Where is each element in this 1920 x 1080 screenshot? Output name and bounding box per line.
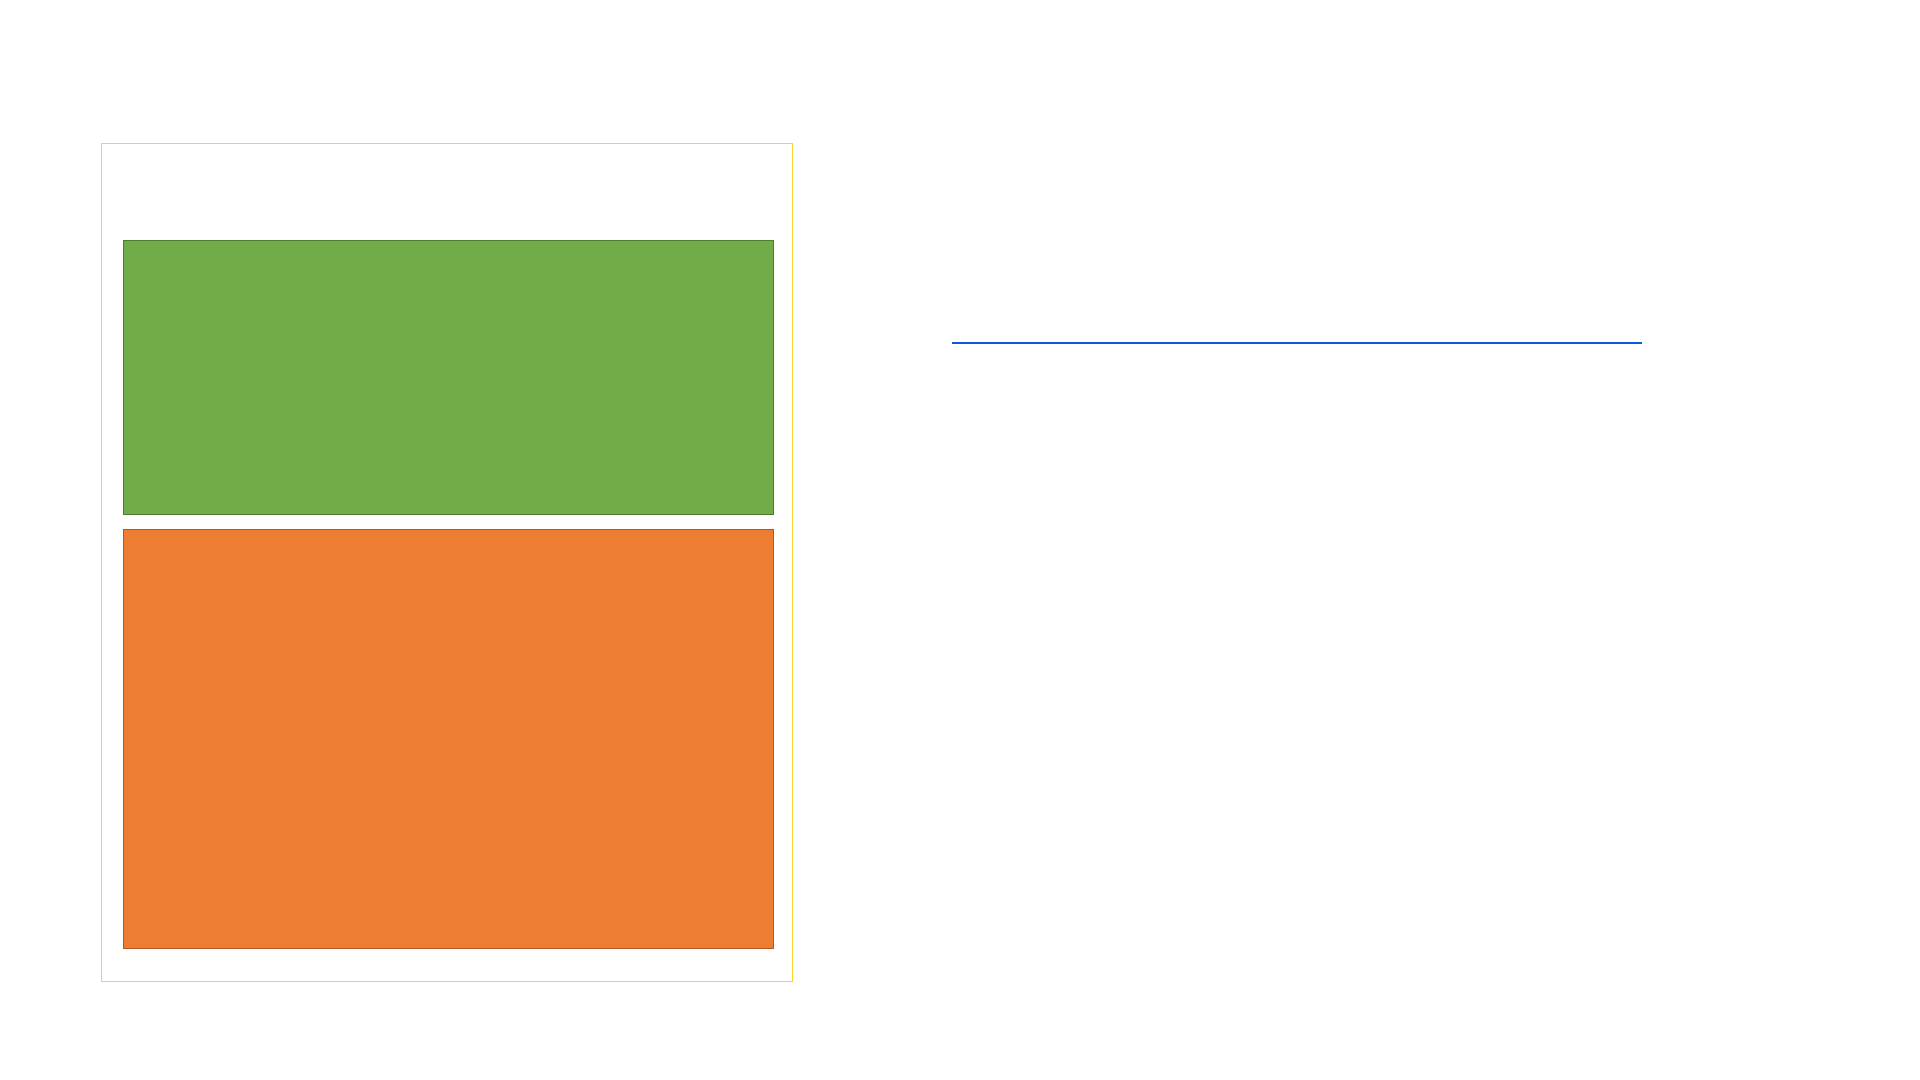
orange-block bbox=[123, 529, 774, 949]
green-block bbox=[123, 240, 774, 515]
layout-frame bbox=[101, 143, 793, 982]
blue-divider-line bbox=[952, 342, 1642, 344]
